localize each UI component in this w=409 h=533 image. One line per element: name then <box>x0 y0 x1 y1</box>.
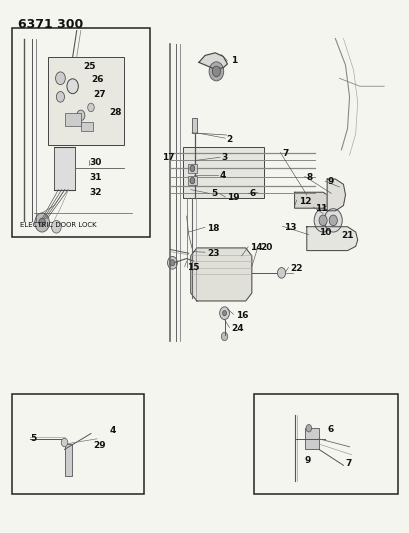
Circle shape <box>305 424 311 432</box>
Bar <box>182 147 263 198</box>
Text: 21: 21 <box>341 231 353 240</box>
Text: 1: 1 <box>231 56 237 65</box>
Text: 18: 18 <box>207 224 219 233</box>
Bar <box>64 113 81 126</box>
Text: 26: 26 <box>91 75 103 84</box>
Circle shape <box>167 256 177 269</box>
Text: 29: 29 <box>93 441 106 450</box>
Circle shape <box>88 103 94 112</box>
Text: 22: 22 <box>290 264 302 272</box>
Circle shape <box>318 215 326 225</box>
Circle shape <box>35 213 49 232</box>
Text: 7: 7 <box>345 459 351 469</box>
Text: 17: 17 <box>162 153 175 162</box>
Bar <box>304 428 318 449</box>
Bar <box>81 122 93 131</box>
Polygon shape <box>306 227 357 251</box>
Text: 25: 25 <box>83 62 95 70</box>
Text: 8: 8 <box>306 173 312 182</box>
Circle shape <box>222 311 226 316</box>
Text: 27: 27 <box>93 90 106 99</box>
Bar <box>11 394 144 495</box>
Text: 15: 15 <box>186 263 199 272</box>
Text: 11: 11 <box>314 204 327 213</box>
Text: 6: 6 <box>249 189 255 198</box>
Circle shape <box>209 62 223 81</box>
Bar <box>187 176 196 185</box>
Circle shape <box>219 307 229 319</box>
Bar <box>64 444 72 476</box>
Text: 24: 24 <box>231 324 243 333</box>
Text: ELECTRIC DOOR LOCK: ELECTRIC DOOR LOCK <box>20 222 96 228</box>
Text: 4: 4 <box>219 171 225 180</box>
Bar <box>11 28 150 237</box>
Circle shape <box>170 260 175 266</box>
Text: 32: 32 <box>89 188 101 197</box>
Bar <box>253 394 398 495</box>
Circle shape <box>277 268 285 278</box>
Bar <box>191 118 196 133</box>
Text: 4: 4 <box>109 426 115 435</box>
Circle shape <box>328 215 337 225</box>
Text: 9: 9 <box>326 177 333 186</box>
Polygon shape <box>198 53 227 69</box>
Circle shape <box>189 165 194 172</box>
Text: 9: 9 <box>304 456 310 465</box>
Polygon shape <box>294 192 326 208</box>
Circle shape <box>61 438 67 447</box>
Circle shape <box>55 72 65 85</box>
Text: 13: 13 <box>284 223 296 232</box>
Bar <box>187 164 196 173</box>
Polygon shape <box>190 248 251 301</box>
Text: 6371 300: 6371 300 <box>18 18 83 31</box>
Circle shape <box>39 218 45 227</box>
Text: 16: 16 <box>235 311 247 320</box>
Circle shape <box>189 177 194 184</box>
Circle shape <box>212 66 220 77</box>
Text: 12: 12 <box>298 197 310 206</box>
Text: 28: 28 <box>109 108 121 117</box>
Text: 31: 31 <box>89 173 101 182</box>
Circle shape <box>313 209 331 232</box>
Text: 7: 7 <box>282 149 288 158</box>
Text: 2: 2 <box>226 135 232 144</box>
Circle shape <box>67 79 78 94</box>
Text: 23: 23 <box>207 249 219 258</box>
Circle shape <box>56 92 64 102</box>
Text: 19: 19 <box>227 193 239 202</box>
Circle shape <box>221 332 227 341</box>
Bar <box>48 57 123 144</box>
Polygon shape <box>326 179 345 211</box>
Text: 3: 3 <box>221 154 227 163</box>
Text: 5: 5 <box>211 189 217 198</box>
Text: 30: 30 <box>89 158 101 167</box>
Circle shape <box>324 209 342 232</box>
Text: 10: 10 <box>318 228 330 237</box>
Circle shape <box>52 220 61 233</box>
Text: 5: 5 <box>30 434 36 443</box>
Text: 14: 14 <box>249 244 262 253</box>
Circle shape <box>76 110 85 120</box>
Bar <box>54 147 74 190</box>
Text: 6: 6 <box>326 425 333 434</box>
Text: 20: 20 <box>259 244 272 253</box>
